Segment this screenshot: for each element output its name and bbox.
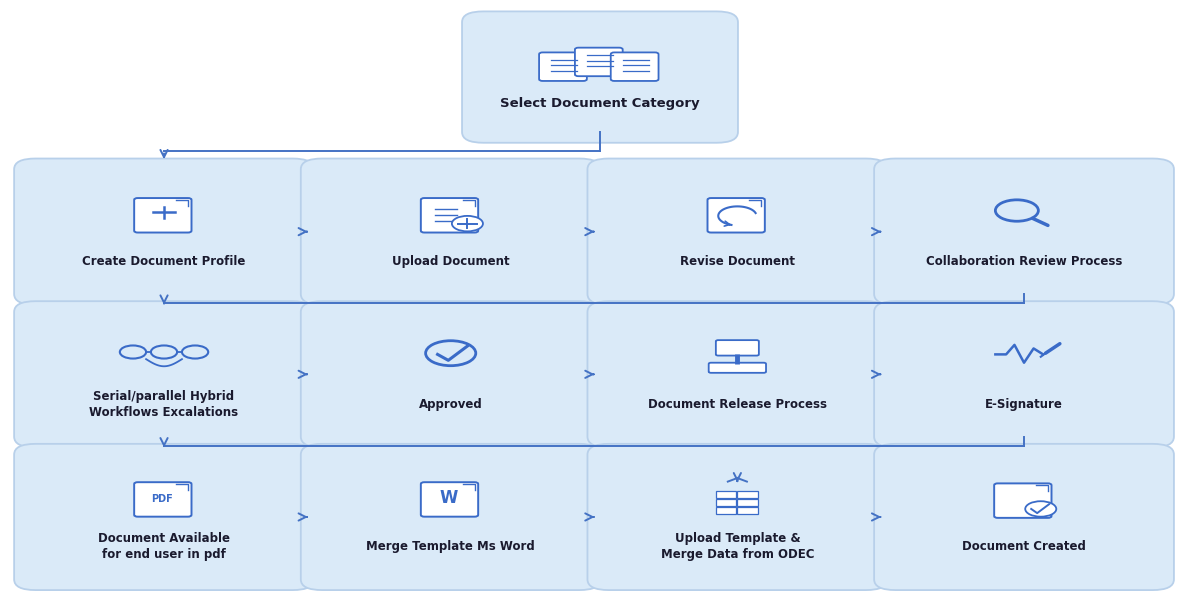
FancyBboxPatch shape	[14, 444, 314, 590]
Text: Approved: Approved	[419, 398, 482, 411]
Bar	[737, 491, 757, 498]
Bar	[716, 506, 736, 514]
FancyBboxPatch shape	[301, 158, 600, 305]
Text: Upload Document: Upload Document	[392, 255, 510, 268]
FancyBboxPatch shape	[994, 484, 1051, 518]
FancyBboxPatch shape	[134, 198, 192, 233]
FancyBboxPatch shape	[716, 340, 758, 356]
FancyBboxPatch shape	[709, 363, 766, 373]
Bar	[737, 506, 757, 514]
Text: Create Document Profile: Create Document Profile	[83, 255, 246, 268]
FancyBboxPatch shape	[462, 11, 738, 143]
Bar	[737, 499, 757, 506]
FancyBboxPatch shape	[708, 198, 764, 233]
Text: W: W	[439, 489, 457, 507]
Text: PDF: PDF	[151, 494, 173, 505]
FancyBboxPatch shape	[611, 52, 659, 81]
Text: Collaboration Review Process: Collaboration Review Process	[926, 255, 1122, 268]
Text: Merge Template Ms Word: Merge Template Ms Word	[366, 541, 535, 553]
Text: Serial/parallel Hybrid
Workflows Excalations: Serial/parallel Hybrid Workflows Excalat…	[90, 390, 239, 419]
Text: Select Document Category: Select Document Category	[500, 97, 700, 110]
FancyBboxPatch shape	[874, 301, 1174, 448]
FancyBboxPatch shape	[421, 198, 478, 233]
Bar	[716, 491, 736, 498]
FancyBboxPatch shape	[134, 482, 192, 517]
FancyBboxPatch shape	[301, 444, 600, 590]
FancyBboxPatch shape	[874, 158, 1174, 305]
Text: E-Signature: E-Signature	[985, 398, 1063, 411]
Text: Document Release Process: Document Release Process	[648, 398, 827, 411]
Text: Revise Document: Revise Document	[680, 255, 794, 268]
FancyBboxPatch shape	[874, 444, 1174, 590]
FancyBboxPatch shape	[588, 444, 887, 590]
FancyBboxPatch shape	[421, 482, 478, 517]
FancyBboxPatch shape	[588, 158, 887, 305]
FancyBboxPatch shape	[588, 301, 887, 448]
Text: Upload Template &
Merge Data from ODEC: Upload Template & Merge Data from ODEC	[661, 532, 814, 562]
FancyBboxPatch shape	[14, 158, 314, 305]
FancyBboxPatch shape	[14, 301, 314, 448]
Circle shape	[452, 216, 482, 232]
Bar	[716, 499, 736, 506]
Circle shape	[1025, 501, 1056, 517]
FancyBboxPatch shape	[301, 301, 600, 448]
FancyBboxPatch shape	[539, 52, 587, 81]
Text: Document Available
for end user in pdf: Document Available for end user in pdf	[98, 532, 230, 562]
Text: Document Created: Document Created	[962, 541, 1086, 553]
FancyBboxPatch shape	[575, 47, 623, 76]
